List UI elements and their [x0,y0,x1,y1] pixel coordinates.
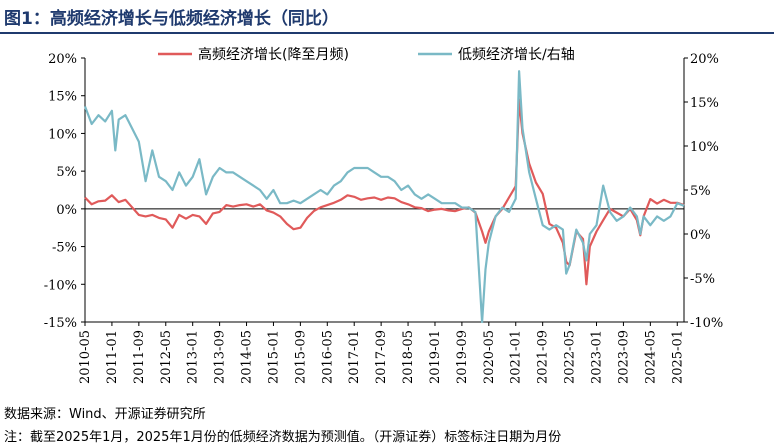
x-tick-label: 2018-05 [401,330,416,384]
right-tick-label: 5% [690,184,711,199]
right-tick-label: 20% [690,52,719,67]
title-divider [0,32,774,34]
right-tick-label: 15% [690,96,719,111]
x-tick-label: 2012-05 [159,330,174,384]
x-tick-label: 2022-05 [563,330,578,384]
chart-axes: -15% -10% -5% 0% 5% 10% 15% 20% -10% -5% 0% 5% 10% 15… [44,52,724,384]
source-note: 数据来源：Wind、开源证券研究所 [4,407,206,422]
x-tick-label: 2024-05 [643,330,658,384]
left-tick-label: 20% [48,52,77,67]
left-tick-label: -10% [44,278,77,293]
x-tick-label: 2020-05 [482,330,497,384]
footnote: 注：截至2025年1月，2025年1月份的低频经济数据为预测值。（开源证券）标签… [4,430,562,445]
x-tick-label: 2011-09 [132,330,147,384]
x-tick-label: 2011-01 [105,330,120,384]
chart-legend: 高频经济增长(降至月频) 低频经济增长/右轴 [158,46,575,63]
left-tick-label: 15% [48,90,77,105]
x-tick-label: 2010-05 [78,330,93,384]
x-tick-label: 2021-09 [536,330,551,384]
x-tick-label: 2014-05 [240,330,255,384]
x-tick-label: 2015-01 [266,330,281,384]
left-tick-label: -5% [52,241,77,256]
x-tick-label: 2021-01 [509,330,524,384]
right-tick-label: -5% [690,272,715,287]
right-tick-label: 10% [690,140,719,155]
line-chart: -15% -10% -5% 0% 5% 10% 15% 20% -10% -5% 0% 5% 10% 15… [44,46,724,384]
legend-low-frequency-label: 低频经济增长/右轴 [458,47,575,63]
left-tick-label: 5% [56,165,77,180]
high-frequency-series-line [84,98,685,286]
x-tick-label: 2015-09 [293,330,308,384]
x-tick-label: 2023-01 [590,330,605,384]
left-tick-label: 10% [48,127,77,142]
legend-high-frequency-label: 高频经济增长(降至月频) [198,46,349,63]
x-tick-label: 2017-01 [347,330,362,384]
x-tick-label: 2025-01 [670,330,685,384]
figure-title: 图1：高频经济增长与低频经济增长（同比） [4,9,339,29]
x-tick-label: 2016-05 [320,330,335,384]
x-tick-label: 2013-09 [213,330,228,384]
low-frequency-series-line [83,70,685,324]
x-tick-label: 2013-01 [186,330,201,384]
right-tick-label: 0% [690,228,711,243]
x-tick-label: 2023-09 [616,330,631,384]
right-tick-label: -10% [690,316,723,331]
left-tick-label: 0% [56,203,77,218]
x-tick-label: 2019-09 [455,330,470,384]
chart-series [83,70,685,324]
left-tick-label: -15% [44,316,77,331]
x-tick-label: 2019-01 [428,330,443,384]
x-tick-label: 2017-09 [374,330,389,384]
